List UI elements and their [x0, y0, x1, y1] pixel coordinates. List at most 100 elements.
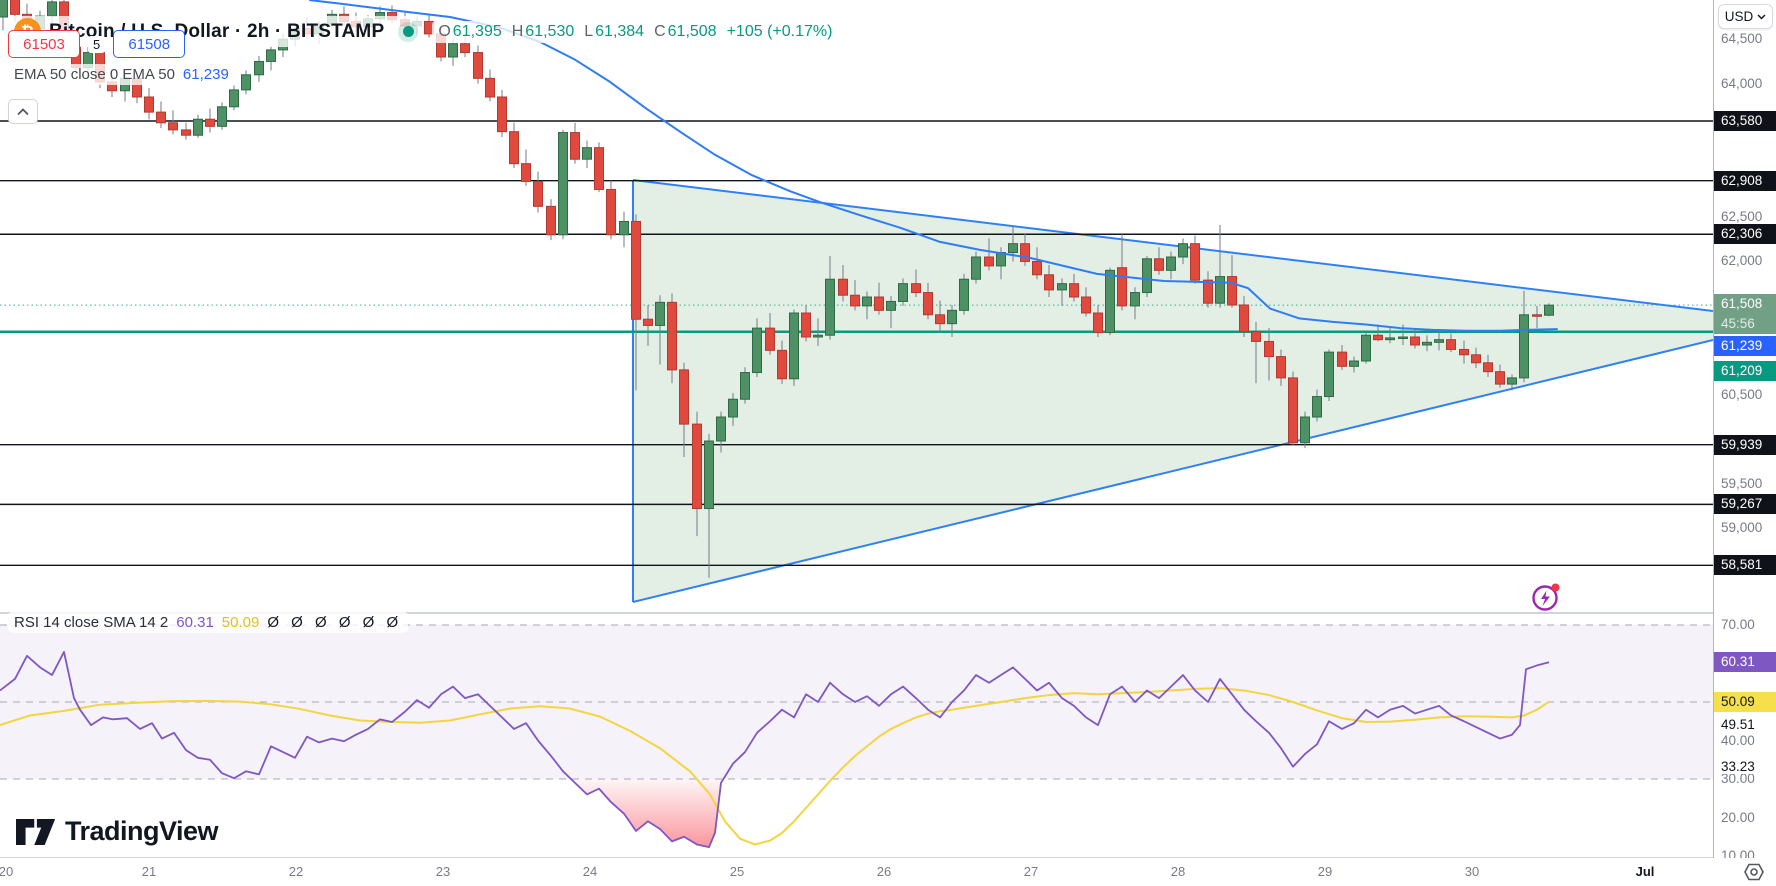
candle-countdown: 45:56	[1721, 316, 1755, 332]
settings-gear-icon[interactable]	[1744, 862, 1764, 882]
close-label: C	[654, 22, 666, 40]
rsi-tick-label: 70.00	[1721, 617, 1755, 632]
time-axis-label[interactable]: 29	[1317, 864, 1333, 879]
time-axis-label[interactable]: 28	[1170, 864, 1186, 879]
low-value: 61,384	[595, 22, 645, 40]
time-axis-label[interactable]: 26	[876, 864, 892, 879]
high-value: 61,530	[525, 22, 575, 40]
candle-body	[777, 349, 787, 380]
tradingview-logo-icon	[16, 818, 56, 845]
time-axis-label[interactable]: 25	[729, 864, 745, 879]
ema-legend-text: EMA 50 close 0 EMA 50	[14, 66, 175, 83]
candle-body	[1166, 256, 1176, 271]
price-tick-label: 62,500	[1721, 209, 1763, 224]
candle-body	[254, 60, 264, 76]
candle-body	[1008, 243, 1018, 254]
candle-body	[959, 278, 969, 311]
rsi-sma-badge: 50.09	[1714, 691, 1776, 712]
candle-body	[1044, 274, 1054, 291]
rsi-plain-label: 49.51	[1721, 716, 1757, 732]
time-axis-label[interactable]: 27	[1023, 864, 1039, 879]
time-axis-label[interactable]: 21	[141, 864, 157, 879]
candle-body	[1057, 283, 1067, 291]
currency-label: USD	[1724, 9, 1754, 24]
candle-body	[570, 132, 580, 160]
candle-body	[1105, 269, 1115, 334]
rsi-sma-value: 50.09	[221, 614, 260, 631]
time-axis-label[interactable]: Jul	[1635, 864, 1655, 879]
time-axis-label[interactable]: 23	[435, 864, 451, 879]
rsi-tick-label: 20.00	[1721, 809, 1755, 825]
rsi-tick-label: 40.00	[1721, 732, 1755, 748]
candle-body	[0, 0, 8, 18]
candle-body	[1276, 356, 1286, 379]
candle-body	[1398, 336, 1408, 339]
flash-button[interactable]	[1530, 581, 1562, 613]
candle-body	[1422, 341, 1432, 346]
market-status-icon[interactable]	[398, 21, 419, 42]
candle-body	[619, 220, 629, 236]
buy-button[interactable]: 61508	[113, 30, 186, 58]
time-axis-label[interactable]: 24	[582, 864, 598, 879]
time-axis-label[interactable]: 30	[1464, 864, 1480, 879]
candle-body	[1142, 258, 1152, 294]
triangle-trendline[interactable]	[632, 179, 1713, 312]
collapse-legend-button[interactable]	[8, 99, 38, 124]
candle-body	[862, 296, 872, 307]
candle-body	[1300, 416, 1310, 444]
candle-body	[1434, 339, 1444, 343]
candle-body	[10, 0, 20, 15]
candle-body	[947, 309, 957, 325]
candle-body	[1312, 396, 1322, 418]
sell-button[interactable]: 61503	[8, 30, 80, 58]
candle-body	[813, 334, 823, 338]
time-axis[interactable]: 20 21 22 23 24 25 26 27 28 29 30 Jul	[0, 858, 1776, 886]
ema-legend[interactable]: EMA 50 close 0 EMA 50 61,239	[8, 64, 235, 85]
rsi-tick-label: 30.00	[1721, 771, 1755, 786]
price-tick-label: 60,500	[1721, 386, 1763, 402]
candle-body	[716, 416, 726, 442]
candle-body	[631, 220, 641, 320]
candle-body	[1093, 312, 1103, 334]
open-value: 61,395	[452, 22, 502, 40]
candle-body	[789, 312, 799, 380]
candle-body	[473, 52, 483, 79]
flash-circle	[1532, 585, 1558, 611]
rsi-legend[interactable]: RSI 14 close SMA 14 2 60.31 50.09 Ø Ø Ø …	[8, 612, 409, 633]
candle-body	[850, 294, 860, 307]
tradingview-logo[interactable]: TradingView	[16, 816, 219, 847]
chevron-up-icon	[17, 107, 29, 115]
close-value: 61,508	[667, 22, 717, 40]
rsi-plain-label: 33.23	[1721, 758, 1757, 774]
ema50-line[interactable]	[309, 0, 1558, 332]
price-pane[interactable]	[0, 0, 1713, 603]
candle-body	[144, 96, 154, 113]
price-tick-label: 64,500	[1721, 31, 1763, 47]
triangle-trendline[interactable]	[632, 339, 1713, 603]
time-axis-label[interactable]: 20	[0, 864, 14, 879]
tradingview-wordmark: TradingView	[65, 816, 219, 846]
pane-separator[interactable]	[0, 612, 1714, 614]
price-tick-label: 62,000	[1721, 253, 1763, 269]
candle-body	[1385, 337, 1395, 341]
candle-body	[1227, 276, 1237, 306]
lightning-icon	[1541, 590, 1550, 606]
candle-body	[1471, 354, 1481, 364]
rsi-line[interactable]	[0, 651, 1550, 849]
chevron-down-icon	[1757, 13, 1766, 20]
candle-body	[509, 131, 519, 165]
triangle-pattern-fill[interactable]	[633, 180, 1713, 602]
candle-body	[1215, 276, 1225, 304]
rsi-null-params: Ø Ø Ø Ø Ø Ø	[267, 614, 403, 631]
candle-body	[1020, 243, 1030, 262]
rsi-pane[interactable]	[0, 624, 1713, 849]
time-axis-label[interactable]: 22	[288, 864, 304, 879]
candle-body	[704, 440, 714, 510]
ohlc-readout: O 61,395 H 61,530 L 61,384 C 61,508 +105 (+0…	[432, 20, 839, 43]
candle-body	[935, 314, 945, 325]
price-axis[interactable]: USD 64,500 64,000 62,500 62,000 60,500 59,500…	[1714, 0, 1776, 863]
rsi-sma-line[interactable]	[0, 687, 1550, 846]
currency-dropdown[interactable]: USD	[1718, 4, 1773, 29]
candle-body	[181, 129, 191, 136]
